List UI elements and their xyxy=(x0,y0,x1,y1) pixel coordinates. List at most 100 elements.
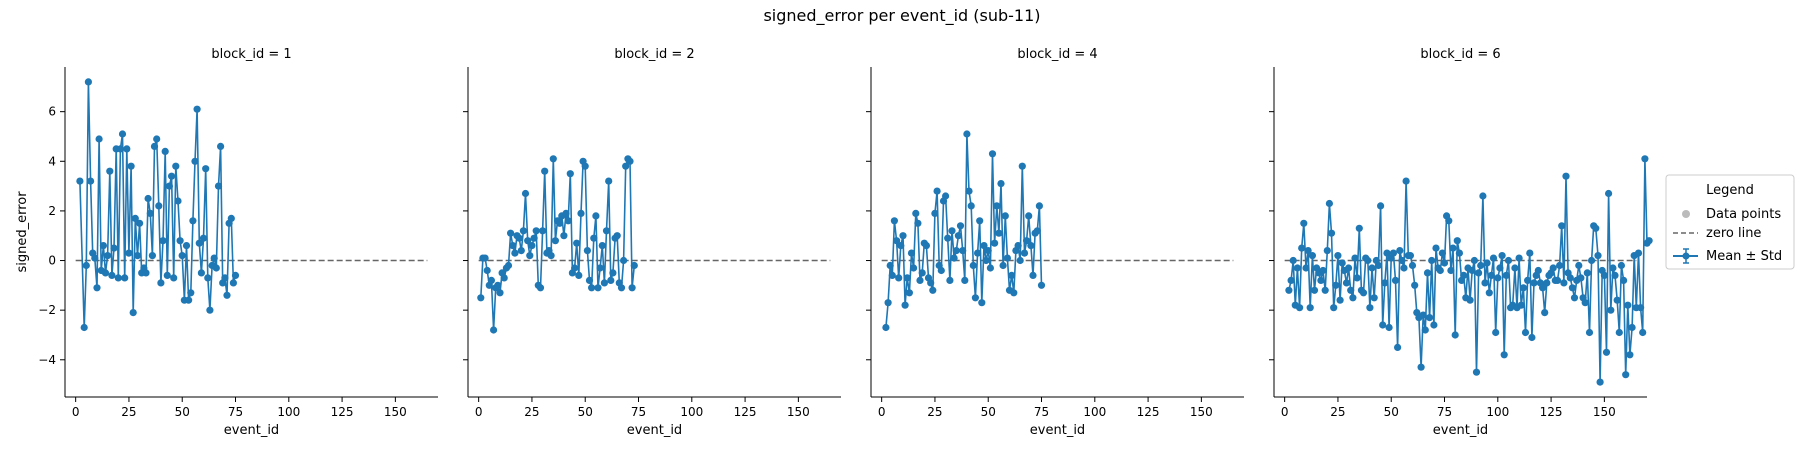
data-point xyxy=(1581,299,1589,307)
data-point xyxy=(1025,212,1033,220)
data-point xyxy=(521,189,530,198)
data-point xyxy=(1558,222,1566,230)
data-point xyxy=(980,242,988,250)
data-point xyxy=(1470,256,1478,265)
data-point xyxy=(80,323,88,332)
data-point xyxy=(1323,247,1331,255)
data-point xyxy=(157,279,165,287)
data-point xyxy=(1330,304,1338,312)
data-point xyxy=(1296,304,1304,312)
data-point xyxy=(1334,252,1342,260)
data-point xyxy=(931,209,939,217)
data-point xyxy=(104,252,112,260)
data-point xyxy=(1560,279,1568,287)
data-point xyxy=(1402,177,1410,185)
legend-item-data-points: Data points xyxy=(1706,207,1781,222)
x-tick-label: 125 xyxy=(1540,405,1563,419)
data-point xyxy=(1588,256,1596,265)
data-point xyxy=(585,276,594,284)
data-point xyxy=(500,274,508,282)
data-point xyxy=(1500,351,1508,359)
data-point xyxy=(1029,271,1037,279)
x-tick-label: 100 xyxy=(1083,405,1106,419)
data-point xyxy=(1615,328,1623,337)
data-point xyxy=(108,271,116,279)
data-point xyxy=(1575,261,1583,270)
data-point xyxy=(1014,242,1022,250)
data-point xyxy=(1366,304,1374,312)
data-point xyxy=(884,299,892,307)
data-point xyxy=(1430,321,1438,329)
data-point xyxy=(210,254,218,262)
data-point xyxy=(1483,259,1491,267)
data-point xyxy=(1566,274,1574,282)
x-tick-label: 25 xyxy=(1330,405,1345,419)
data-point xyxy=(93,284,101,292)
data-point xyxy=(965,187,973,195)
data-point xyxy=(507,229,515,237)
data-point xyxy=(1577,274,1585,282)
data-point xyxy=(526,252,534,260)
data-point xyxy=(903,274,911,282)
data-point xyxy=(202,165,210,173)
data-point xyxy=(174,197,182,205)
legend-item-mean-std: Mean ± Std xyxy=(1706,249,1782,264)
data-point xyxy=(515,234,523,242)
data-point xyxy=(577,209,585,217)
x-tick-label: 0 xyxy=(475,405,483,419)
data-point xyxy=(150,142,159,150)
data-point xyxy=(1519,284,1527,292)
x-tick-label: 25 xyxy=(524,405,539,419)
data-point xyxy=(927,279,935,287)
data-point xyxy=(1530,279,1538,287)
data-point xyxy=(1602,348,1611,356)
data-point xyxy=(600,279,609,287)
data-point xyxy=(477,294,485,302)
data-point xyxy=(146,209,154,217)
x-tick-label: 75 xyxy=(1034,405,1049,419)
data-point xyxy=(1289,256,1297,265)
data-point xyxy=(607,276,615,284)
data-point xyxy=(131,214,139,222)
data-point xyxy=(541,167,549,175)
data-point xyxy=(116,145,124,153)
data-point xyxy=(1570,294,1579,302)
data-point xyxy=(1449,244,1457,252)
data-point xyxy=(937,266,945,275)
data-point xyxy=(1419,311,1427,319)
data-point xyxy=(1347,286,1355,294)
data-point xyxy=(575,271,583,279)
data-point xyxy=(950,254,958,262)
data-point xyxy=(912,209,920,217)
data-point xyxy=(1502,271,1510,279)
legend-mean-std-marker xyxy=(1682,252,1690,260)
data-point xyxy=(942,192,950,200)
data-point xyxy=(944,234,952,242)
x-tick-label: 150 xyxy=(1190,405,1213,419)
data-point xyxy=(1496,264,1504,272)
data-point xyxy=(1300,219,1308,227)
data-point xyxy=(1302,264,1310,272)
data-point xyxy=(1327,229,1336,237)
data-point xyxy=(123,145,131,153)
data-point xyxy=(1345,264,1353,272)
data-point xyxy=(1489,254,1498,262)
data-point xyxy=(1338,259,1346,267)
data-point xyxy=(551,237,560,245)
data-point xyxy=(1353,274,1361,282)
data-point xyxy=(110,244,118,252)
data-point xyxy=(1398,256,1406,265)
data-point xyxy=(628,284,636,292)
data-point xyxy=(630,261,638,270)
data-point xyxy=(1377,202,1385,210)
data-point xyxy=(933,187,941,195)
data-point xyxy=(1568,284,1576,292)
data-point xyxy=(1421,326,1429,334)
data-point xyxy=(899,232,907,240)
data-point xyxy=(530,234,538,242)
data-point xyxy=(547,252,555,260)
data-point xyxy=(549,155,557,163)
x-tick-label: 75 xyxy=(228,405,243,419)
data-point xyxy=(539,227,547,235)
